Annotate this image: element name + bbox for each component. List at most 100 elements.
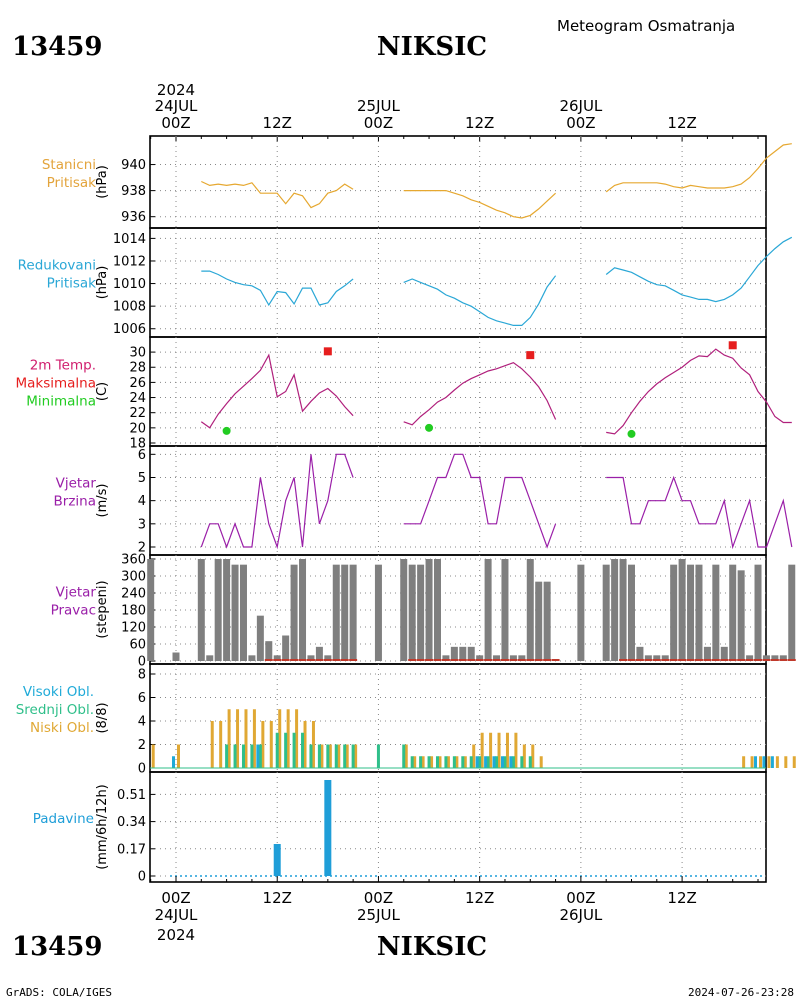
top-date-label: 24JUL [155,97,198,115]
tmin-marker [425,423,434,432]
wind-direction-bar [518,655,526,661]
tmin-marker [627,429,636,438]
wind-direction-bar [653,655,661,661]
cloud-bar-low [792,756,796,768]
cloud-bar-mid [427,756,431,768]
station-id-bottom: 13459 [12,932,102,962]
wind-direction-bar [762,655,770,661]
cloud-bar-high [754,756,758,768]
unit-label: (8/8) [95,702,110,733]
wind-direction-bar [577,564,585,661]
panel-clouds: 0 2 4 6 8 (8/8)Visoki Obl. Srednji Obl. Niski O… [16,663,796,777]
y-tick-label: 940 [121,158,146,173]
cloud-bar-mid [275,732,279,768]
y-tick-label: 26 [129,376,146,391]
cloud-bar-low [219,721,223,768]
cloud-bar-low [303,721,307,768]
cloud-bar-low [236,709,240,768]
y-tick-label: 1008 [113,300,146,315]
wind-direction-bar [282,635,290,661]
y-tick-label: 0 [138,762,146,777]
cloud-bar-low [514,732,518,768]
station-id-top: 13459 [12,32,102,62]
cloud-bar-low [404,744,408,768]
precip-bar [273,844,281,876]
panel-frame [149,445,767,556]
cloud-bar-high [484,756,488,768]
cloud-bar-low [337,744,341,768]
cloud-bar-low [244,709,248,768]
grads-credit: GrADS: COLA/IGES [6,986,112,999]
cloud-bar-low [320,744,324,768]
tmin-marker [222,426,231,435]
panel-wind_direction: 0 60 120 180 240 300 360 (stepeni)Vjetar Pravac [51,553,796,670]
cloud-bar-low [345,744,349,768]
cloud-bar-mid [435,756,439,768]
series-line-segment-1 [201,180,354,209]
wind-direction-bar [644,655,652,661]
wind-direction-bar [349,564,357,661]
cloud-bar-low [430,756,434,768]
wind-direction-bar [678,559,686,661]
cloud-bar-low [261,721,265,768]
panel-label: Pravac [51,603,96,619]
panel-frame [149,227,767,338]
cloud-bar-high [500,756,504,768]
wind-direction-bar [627,564,635,661]
cloud-bar-high [172,756,175,768]
panel-label: Stanicni [42,157,96,173]
wind-direction-bar [374,564,382,661]
cloud-bar-low [784,756,788,768]
top-hour-label: 00Z [364,114,393,132]
cloud-bar-mid [292,732,296,768]
y-tick-label: 28 [129,361,146,376]
top-hour-label: 00Z [161,114,190,132]
series-line-segment-3 [606,348,792,435]
wind-direction-bar [206,655,214,661]
cloud-bar-low [311,721,315,768]
wind-direction-bar [746,655,754,661]
cloud-bar-high [762,756,766,768]
cloud-bar-high [770,756,774,768]
cloud-bar-mid [309,744,313,768]
cloud-bar-low [767,756,771,768]
cloud-bar-mid [317,744,321,768]
bottom-date-label: 26JUL [559,906,602,924]
panel-precipitation: 0 0.17 0.34 0.51 (mm/6h/12h)Padavine [33,771,767,885]
cloud-bar-low [328,744,332,768]
wind-direction-bar [484,559,492,661]
y-tick-label: 936 [121,210,146,225]
panel-label: Srednji Obl. [16,702,94,718]
cloud-bar-low [286,709,290,768]
cloud-bar-low [210,721,214,768]
cloud-bar-mid [410,756,414,768]
cloud-bar-mid [486,756,490,768]
cloud-bar-mid [284,732,288,768]
cloud-bar-low [489,732,493,768]
unit-label: (stepeni) [95,580,110,638]
cloud-bar-low [759,756,763,768]
y-tick-label: 4 [138,715,146,730]
y-tick-label: 6 [138,448,146,463]
y-tick-label: 1010 [113,277,146,292]
cloud-bar-mid [461,756,465,768]
series-line-segment-3 [605,236,793,303]
panel-label: Vjetar [56,476,97,492]
wind-direction-bar [307,655,315,661]
cloud-bar-low [151,744,155,768]
wind-direction-bar [729,564,737,661]
wind-direction-bar [290,564,298,661]
y-tick-label: 360 [121,553,146,568]
wind-direction-bar [147,559,155,661]
top-hour-label: 12Z [667,114,696,132]
tmax-marker [526,351,535,360]
cloud-bar-mid [511,756,515,768]
cloud-bar-mid [419,756,423,768]
cloud-bar-mid [225,744,229,768]
unit-label: (C) [95,382,110,401]
wind-direction-bar [273,655,281,661]
cloud-bar-mid [478,756,482,768]
panel-label: Padavine [33,811,94,827]
wind-direction-bar [771,655,779,661]
bottom-hour-label: 12Z [667,889,696,907]
